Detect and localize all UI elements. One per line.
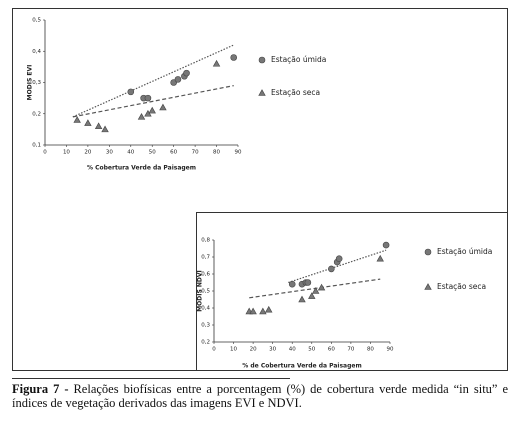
legend-marker [424, 283, 432, 290]
legend-label: Estação seca [437, 282, 486, 291]
point [259, 307, 267, 315]
legend-label: Estação úmida [437, 247, 492, 256]
x-tick-label: 50 [308, 347, 315, 353]
y-tick-label: 0,5 [201, 289, 210, 295]
x-axis-title: % de Cobertura Verde da Paisagem [242, 363, 361, 370]
y-tick-label: 0,2 [201, 340, 210, 346]
point [183, 69, 190, 77]
legend-marker [258, 89, 266, 96]
legend-marker [258, 56, 266, 64]
x-tick-label: 10 [230, 347, 237, 353]
legend-marker [424, 248, 432, 256]
point [94, 122, 103, 130]
point [249, 307, 257, 315]
point [148, 106, 156, 114]
point [230, 54, 238, 61]
y-tick-label: 0,4 [201, 306, 210, 312]
point [304, 279, 312, 286]
trendline [288, 249, 387, 284]
y-tick-label: 0,8 [201, 238, 210, 244]
x-tick-label: 80 [213, 150, 220, 156]
trendline [249, 278, 381, 299]
x-tick-label: 40 [127, 150, 134, 156]
caption: Figura 7 - Relações biofísicas entre a p… [12, 382, 508, 410]
point [174, 76, 182, 83]
y-tick-label: 0,5 [32, 18, 41, 24]
trendline [72, 44, 234, 118]
panel-frame [196, 212, 507, 370]
x-tick-label: 0 [212, 347, 216, 353]
y-tick-label: 0,6 [201, 272, 210, 278]
point [376, 254, 384, 262]
legend-label: Estação úmida [271, 55, 326, 64]
point [382, 241, 390, 249]
x-axis-title: % Cobertura Verde da Paisagem [87, 165, 196, 172]
point [317, 283, 326, 291]
y-tick-label: 0,7 [201, 255, 210, 261]
x-tick-label: 30 [269, 347, 276, 353]
caption-label: Figura 7 - [12, 382, 69, 396]
figure-frame [12, 8, 508, 371]
point [127, 88, 135, 96]
point [265, 305, 273, 313]
x-tick-label: 80 [367, 347, 374, 353]
trendline [72, 85, 234, 118]
point [84, 119, 92, 126]
x-tick-label: 60 [328, 347, 335, 353]
point [159, 103, 167, 111]
x-tick-label: 70 [347, 347, 354, 353]
y-axis-title: MODIS EVI [27, 65, 34, 101]
y-tick-label: 0,1 [32, 143, 41, 149]
y-tick-label: 0,4 [32, 49, 41, 55]
x-tick-label: 90 [387, 347, 394, 353]
x-tick-label: 0 [43, 150, 47, 156]
x-tick-label: 50 [149, 150, 156, 156]
point [212, 59, 221, 67]
point [144, 94, 152, 102]
point [101, 125, 109, 133]
x-tick-label: 40 [289, 347, 296, 353]
x-tick-label: 20 [250, 347, 257, 353]
x-tick-label: 60 [170, 150, 177, 156]
x-tick-label: 90 [235, 150, 242, 156]
x-tick-label: 20 [84, 150, 91, 156]
x-tick-label: 30 [106, 150, 113, 156]
legend-label: Estação seca [271, 88, 320, 97]
caption-text: Relações biofísicas entre a porcentagem … [12, 382, 509, 410]
point [73, 116, 81, 123]
y-tick-label: 0,3 [201, 323, 210, 329]
y-axis-title: MODIS NDVI [197, 270, 204, 312]
point [335, 255, 343, 263]
point [328, 265, 335, 273]
y-tick-label: 0,3 [32, 80, 41, 86]
y-tick-label: 0,2 [32, 111, 41, 117]
x-tick-label: 10 [63, 150, 70, 156]
point [288, 280, 296, 288]
point [311, 287, 320, 294]
x-tick-label: 70 [192, 150, 199, 156]
point [137, 113, 146, 120]
point [308, 292, 316, 299]
point [298, 295, 306, 303]
